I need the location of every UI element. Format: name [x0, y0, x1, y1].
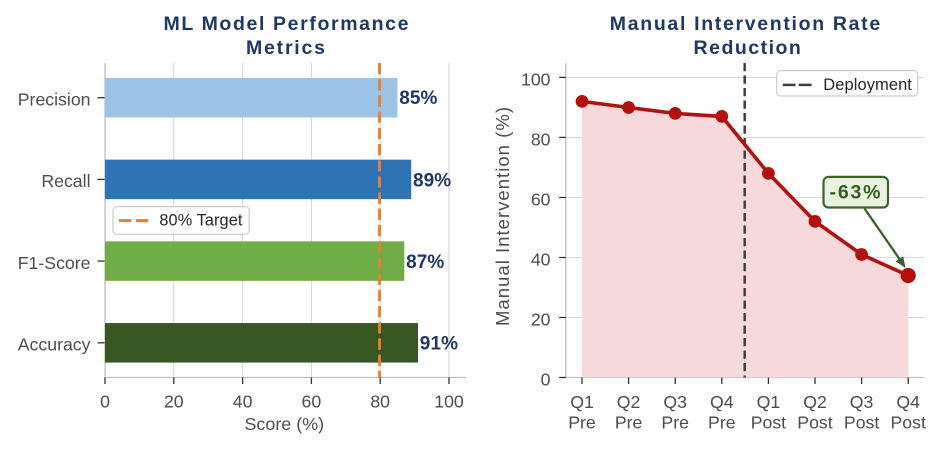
svg-text:20: 20: [164, 392, 184, 412]
svg-text:80% Target: 80% Target: [159, 212, 242, 230]
svg-text:80: 80: [531, 130, 551, 150]
svg-text:Accuracy: Accuracy: [18, 335, 91, 355]
svg-text:Precision: Precision: [18, 89, 91, 109]
svg-text:Deployment: Deployment: [823, 76, 912, 94]
svg-text:Pre: Pre: [708, 413, 736, 433]
svg-text:0: 0: [100, 392, 110, 412]
svg-text:Q4: Q4: [896, 392, 920, 412]
svg-text:40: 40: [233, 392, 253, 412]
svg-text:91%: 91%: [420, 334, 458, 355]
svg-text:Pre: Pre: [661, 413, 689, 433]
svg-text:100: 100: [434, 392, 464, 412]
svg-text:Q4: Q4: [710, 392, 734, 412]
svg-text:F1-Score: F1-Score: [18, 253, 91, 273]
svg-text:Q3: Q3: [663, 392, 687, 412]
svg-text:Q2: Q2: [617, 392, 641, 412]
svg-text:80: 80: [370, 392, 390, 412]
svg-text:60: 60: [531, 190, 551, 210]
svg-text:Metrics: Metrics: [246, 37, 325, 59]
svg-text:Post: Post: [797, 413, 832, 433]
svg-text:Manual Intervention Rate: Manual Intervention Rate: [610, 13, 881, 35]
svg-text:87%: 87%: [406, 252, 444, 273]
svg-text:Post: Post: [844, 413, 879, 433]
svg-text:Post: Post: [890, 413, 925, 433]
svg-text:85%: 85%: [399, 88, 437, 109]
svg-text:89%: 89%: [413, 170, 451, 191]
svg-text:Q1: Q1: [570, 392, 594, 412]
svg-text:20: 20: [531, 310, 551, 330]
svg-text:Q2: Q2: [803, 392, 827, 412]
svg-text:100: 100: [521, 70, 551, 90]
svg-text:40: 40: [531, 250, 551, 270]
svg-text:Manual Intervention (%): Manual Intervention (%): [492, 107, 513, 326]
svg-text:Q1: Q1: [757, 392, 781, 412]
svg-text:Score (%): Score (%): [244, 414, 324, 434]
svg-text:Pre: Pre: [568, 413, 596, 433]
svg-text:Post: Post: [751, 413, 786, 433]
svg-text:Pre: Pre: [615, 413, 643, 433]
svg-text:Recall: Recall: [41, 171, 90, 191]
svg-text:0: 0: [541, 370, 551, 390]
svg-text:60: 60: [302, 392, 322, 412]
svg-text:-63%: -63%: [830, 182, 881, 204]
svg-text:Q3: Q3: [850, 392, 874, 412]
